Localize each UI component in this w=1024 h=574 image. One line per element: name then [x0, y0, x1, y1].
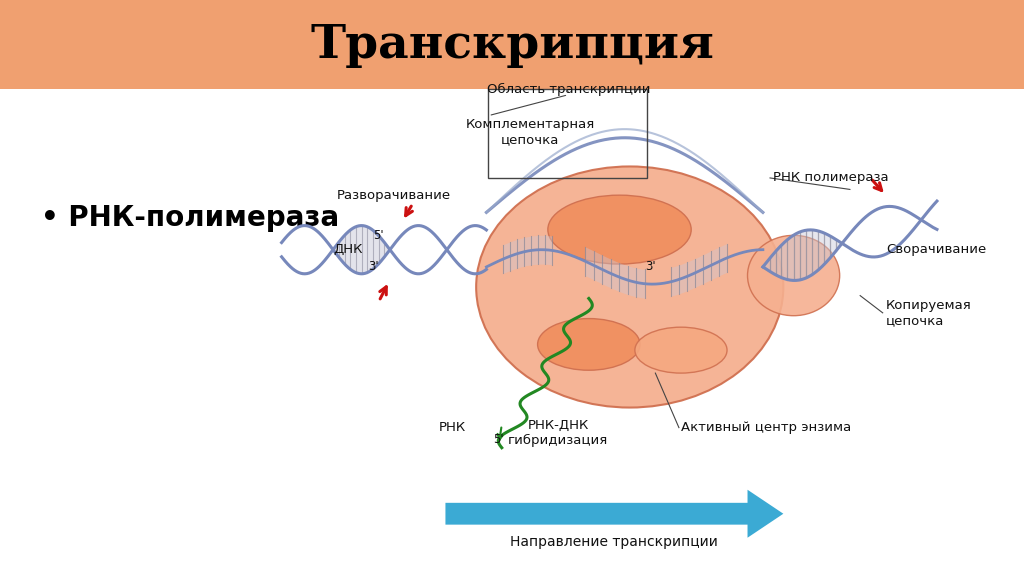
- Text: 5': 5': [374, 229, 384, 242]
- Ellipse shape: [548, 195, 691, 264]
- Text: 3': 3': [645, 261, 655, 273]
- Text: Транскрипция: Транскрипция: [310, 22, 714, 68]
- Text: Комплементарная
цепочка: Комплементарная цепочка: [466, 118, 595, 146]
- Text: РНК: РНК: [439, 421, 466, 434]
- Ellipse shape: [476, 166, 783, 408]
- Ellipse shape: [748, 235, 840, 316]
- Ellipse shape: [635, 327, 727, 373]
- Text: • РНК-полимераза: • РНК-полимераза: [41, 204, 339, 232]
- FancyArrow shape: [445, 490, 783, 538]
- Text: Направление транскрипции: Направление транскрипции: [510, 536, 719, 549]
- Text: Сворачивание: Сворачивание: [886, 243, 986, 256]
- Text: Разворачивание: Разворачивание: [337, 189, 452, 201]
- Ellipse shape: [538, 319, 640, 370]
- Text: 3': 3': [369, 261, 379, 273]
- Text: 5': 5': [494, 433, 504, 445]
- Text: Активный центр энзима: Активный центр энзима: [681, 421, 851, 434]
- FancyBboxPatch shape: [0, 0, 1024, 89]
- Text: Копируемая
цепочка: Копируемая цепочка: [886, 299, 972, 327]
- Text: Область транскрипции: Область транскрипции: [486, 83, 650, 95]
- Text: РНК-ДНК
гибридизация: РНК-ДНК гибридизация: [508, 420, 608, 447]
- Text: ДНК: ДНК: [334, 243, 362, 256]
- Text: РНК полимераза: РНК полимераза: [773, 172, 889, 184]
